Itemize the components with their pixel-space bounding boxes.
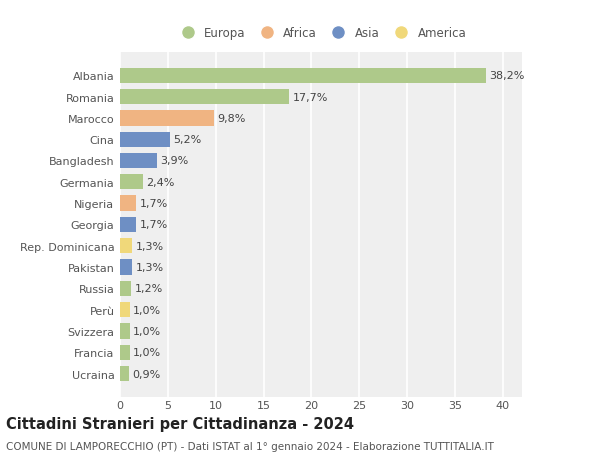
Text: COMUNE DI LAMPORECCHIO (PT) - Dati ISTAT al 1° gennaio 2024 - Elaborazione TUTTI: COMUNE DI LAMPORECCHIO (PT) - Dati ISTAT… [6, 441, 494, 451]
Text: 1,7%: 1,7% [140, 220, 168, 230]
Bar [120, 175, 143, 190]
Bar [120, 260, 133, 275]
Text: 2,4%: 2,4% [146, 177, 175, 187]
Bar [120, 196, 136, 211]
Text: 1,0%: 1,0% [133, 347, 161, 358]
Bar [120, 68, 485, 84]
Text: 17,7%: 17,7% [293, 92, 328, 102]
Text: 1,0%: 1,0% [133, 326, 161, 336]
Text: 5,2%: 5,2% [173, 135, 202, 145]
Bar [120, 302, 130, 318]
Text: 1,3%: 1,3% [136, 241, 164, 251]
Bar [120, 281, 131, 297]
Bar [120, 153, 157, 169]
Bar [120, 324, 130, 339]
Bar [120, 366, 128, 381]
Text: 1,0%: 1,0% [133, 305, 161, 315]
Bar [120, 239, 133, 254]
Bar [120, 132, 170, 147]
Text: 1,3%: 1,3% [136, 263, 164, 273]
Text: Cittadini Stranieri per Cittadinanza - 2024: Cittadini Stranieri per Cittadinanza - 2… [6, 416, 354, 431]
Text: 1,7%: 1,7% [140, 199, 168, 209]
Text: 9,8%: 9,8% [217, 114, 245, 123]
Text: 3,9%: 3,9% [161, 156, 189, 166]
Text: 1,2%: 1,2% [135, 284, 163, 294]
Bar [120, 111, 214, 126]
Bar [120, 90, 289, 105]
Bar [120, 217, 136, 233]
Text: 0,9%: 0,9% [132, 369, 160, 379]
Legend: Europa, Africa, Asia, America: Europa, Africa, Asia, America [173, 24, 469, 42]
Bar [120, 345, 130, 360]
Text: 38,2%: 38,2% [489, 71, 524, 81]
